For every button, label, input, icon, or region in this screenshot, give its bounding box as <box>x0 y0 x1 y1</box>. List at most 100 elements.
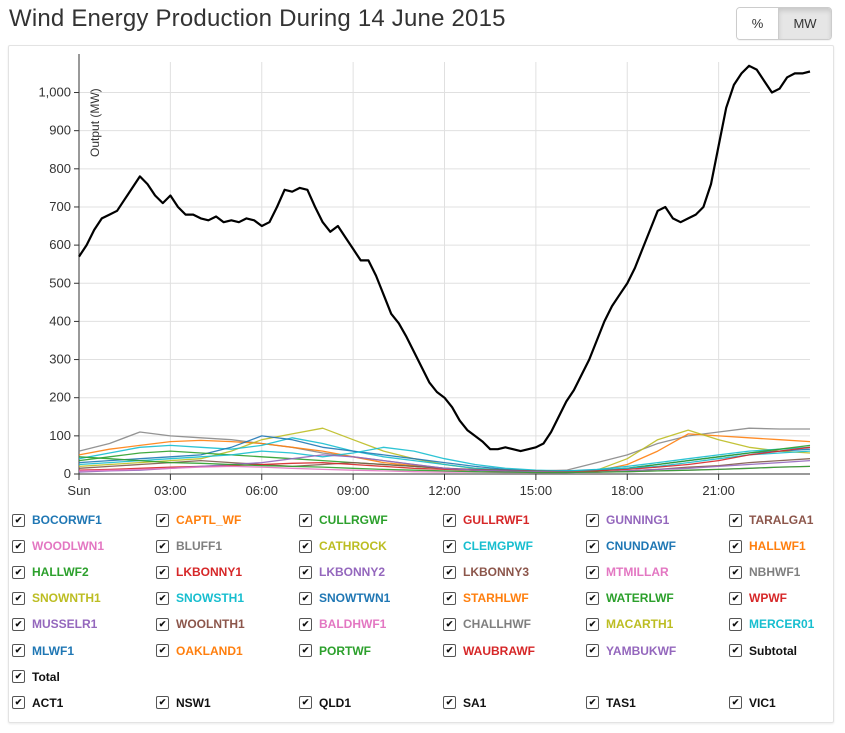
wind-output-chart: 0 100 200 300 400 500 600 700 800 900 1,000 Sun 03:… <box>38 54 811 498</box>
legend-item-baldhwf1[interactable]: ✔ BALDHWF1 <box>299 617 386 631</box>
legend-checkbox[interactable]: ✔ <box>299 513 312 527</box>
legend-checkbox[interactable]: ✔ <box>729 644 742 657</box>
legend-checkbox[interactable]: ✔ <box>12 539 25 553</box>
legend-item-sa1[interactable]: ✔ SA1 <box>443 696 486 710</box>
legend-item-lkbonny2[interactable]: ✔ LKBONNY2 <box>299 565 385 579</box>
legend-checkbox[interactable]: ✔ <box>729 513 742 527</box>
legend-label: CULLRGWF <box>319 513 388 527</box>
legend-checkbox[interactable]: ✔ <box>586 696 599 710</box>
legend-checkbox[interactable]: ✔ <box>299 591 312 605</box>
legend-item-gunning1[interactable]: ✔ GUNNING1 <box>586 513 669 527</box>
legend-item-snowtwn1[interactable]: ✔ SNOWTWN1 <box>299 591 390 605</box>
legend-checkbox[interactable]: ✔ <box>299 565 312 579</box>
legend-item-cullrgwf[interactable]: ✔ CULLRGWF <box>299 513 388 527</box>
legend-checkbox[interactable]: ✔ <box>156 539 169 553</box>
legend-checkbox[interactable]: ✔ <box>299 644 312 657</box>
legend-checkbox[interactable]: ✔ <box>586 591 599 605</box>
legend-item-cathrock[interactable]: ✔ CATHROCK <box>299 539 387 553</box>
y-tick-label: 300 <box>49 352 71 367</box>
legend-item-taralga1[interactable]: ✔ TARALGA1 <box>729 513 813 527</box>
legend-checkbox[interactable]: ✔ <box>729 696 742 710</box>
legend-label: HALLWF1 <box>749 539 806 554</box>
legend-checkbox[interactable]: ✔ <box>443 539 456 553</box>
legend-label: Subtotal <box>749 643 797 658</box>
legend-item-snownth1[interactable]: ✔ SNOWNTH1 <box>12 591 101 605</box>
legend-checkbox[interactable]: ✔ <box>443 565 456 579</box>
legend-item-woolnth1[interactable]: ✔ WOOLNTH1 <box>156 617 245 631</box>
legend-checkbox[interactable]: ✔ <box>443 591 456 605</box>
legend-checkbox[interactable]: ✔ <box>586 565 599 579</box>
legend-label: LKBONNY2 <box>319 565 386 580</box>
legend-item-bocorwf1[interactable]: ✔ BOCORWF1 <box>12 513 102 527</box>
legend-checkbox[interactable]: ✔ <box>12 696 25 710</box>
legend-checkbox[interactable]: ✔ <box>729 565 742 579</box>
legend-checkbox[interactable]: ✔ <box>156 644 169 657</box>
legend-item-act1[interactable]: ✔ ACT1 <box>12 696 63 710</box>
legend-label: WATERLWF <box>606 591 674 606</box>
legend-checkbox[interactable]: ✔ <box>586 644 599 657</box>
legend-item-challhwf[interactable]: ✔ CHALLHWF <box>443 617 531 631</box>
legend-item-subtotal[interactable]: ✔ Subtotal <box>729 644 797 658</box>
legend-item-yambukwf[interactable]: ✔ YAMBUKWF <box>586 644 676 658</box>
legend-item-mlwf1[interactable]: ✔ MLWF1 <box>12 644 74 658</box>
legend-item-waterlwf[interactable]: ✔ WATERLWF <box>586 591 674 605</box>
legend-label: LKBONNY3 <box>463 565 530 580</box>
legend-item-hallwf1[interactable]: ✔ HALLWF1 <box>729 539 806 553</box>
x-tick-label: 03:00 <box>154 483 187 498</box>
legend-item-tas1[interactable]: ✔ TAS1 <box>586 696 636 710</box>
legend-checkbox[interactable]: ✔ <box>443 696 456 710</box>
legend-checkbox[interactable]: ✔ <box>729 539 742 553</box>
legend-checkbox[interactable]: ✔ <box>12 565 25 579</box>
percent-button[interactable]: % <box>737 8 779 39</box>
legend-item-macarth1[interactable]: ✔ MACARTH1 <box>586 617 673 631</box>
legend-item-total[interactable]: ✔ Total <box>12 670 60 684</box>
legend-item-starhlwf[interactable]: ✔ STARHLWF <box>443 591 529 605</box>
legend-checkbox[interactable]: ✔ <box>156 617 169 631</box>
legend-item-portwf[interactable]: ✔ PORTWF <box>299 644 371 658</box>
mw-button[interactable]: MW <box>779 8 831 39</box>
legend-item-nbhwf1[interactable]: ✔ NBHWF1 <box>729 565 800 579</box>
legend-item-nsw1[interactable]: ✔ NSW1 <box>156 696 211 710</box>
legend-item-lkbonny1[interactable]: ✔ LKBONNY1 <box>156 565 242 579</box>
legend-checkbox[interactable]: ✔ <box>443 644 456 657</box>
legend-checkbox[interactable]: ✔ <box>156 696 169 710</box>
legend-checkbox[interactable]: ✔ <box>299 696 312 710</box>
legend-checkbox[interactable]: ✔ <box>299 539 312 553</box>
legend-checkbox[interactable]: ✔ <box>299 617 312 631</box>
legend-item-wpwf[interactable]: ✔ WPWF <box>729 591 787 605</box>
legend-item-mercer01[interactable]: ✔ MERCER01 <box>729 617 814 631</box>
legend-checkbox[interactable]: ✔ <box>156 565 169 579</box>
legend-checkbox[interactable]: ✔ <box>586 513 599 527</box>
legend-item-clemgpwf[interactable]: ✔ CLEMGPWF <box>443 539 533 553</box>
legend-item-waubrawf[interactable]: ✔ WAUBRAWF <box>443 644 535 658</box>
legend-item-cnundawf[interactable]: ✔ CNUNDAWF <box>586 539 676 553</box>
legend-item-captl-wf[interactable]: ✔ CAPTL_WF <box>156 513 241 527</box>
legend-checkbox[interactable]: ✔ <box>12 513 25 527</box>
legend-item-mtmillar[interactable]: ✔ MTMILLAR <box>586 565 669 579</box>
legend-checkbox[interactable]: ✔ <box>586 539 599 553</box>
legend-checkbox[interactable]: ✔ <box>156 591 169 605</box>
legend-checkbox[interactable]: ✔ <box>729 617 742 631</box>
legend-checkbox[interactable]: ✔ <box>156 513 169 527</box>
unit-toggle: % MW <box>736 7 832 40</box>
legend-item-musselr1[interactable]: ✔ MUSSELR1 <box>12 617 97 631</box>
legend-label: SNOWSTH1 <box>176 591 245 606</box>
legend-item-lkbonny3[interactable]: ✔ LKBONNY3 <box>443 565 529 579</box>
legend-item-snowsth1[interactable]: ✔ SNOWSTH1 <box>156 591 244 605</box>
series-line-musselr1 <box>78 454 811 473</box>
legend-item-hallwf2[interactable]: ✔ HALLWF2 <box>12 565 89 579</box>
legend-checkbox[interactable]: ✔ <box>586 617 599 631</box>
legend-checkbox[interactable]: ✔ <box>12 617 25 631</box>
legend-checkbox[interactable]: ✔ <box>729 591 742 605</box>
legend-item-oakland1[interactable]: ✔ OAKLAND1 <box>156 644 243 658</box>
legend-item-qld1[interactable]: ✔ QLD1 <box>299 696 351 710</box>
legend-item-gullrwf1[interactable]: ✔ GULLRWF1 <box>443 513 529 527</box>
legend-item-vic1[interactable]: ✔ VIC1 <box>729 696 776 710</box>
legend-item-bluff1[interactable]: ✔ BLUFF1 <box>156 539 222 553</box>
legend-checkbox[interactable]: ✔ <box>443 513 456 527</box>
legend-checkbox[interactable]: ✔ <box>12 591 25 605</box>
legend-checkbox[interactable]: ✔ <box>12 644 25 657</box>
legend-checkbox[interactable]: ✔ <box>12 670 25 684</box>
legend-checkbox[interactable]: ✔ <box>443 617 456 631</box>
legend-item-woodlwn1[interactable]: ✔ WOODLWN1 <box>12 539 104 553</box>
